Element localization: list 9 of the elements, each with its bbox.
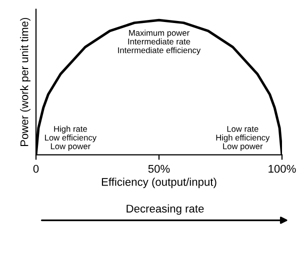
y-axis-title: Power (work per unit time) (20, 18, 30, 146)
annotation: High rate Low efficiency Low power (45, 126, 97, 151)
x-axis-title: Efficiency (output/input) (102, 178, 216, 188)
x-tick-label: 50% (148, 164, 170, 173)
annotation: Low rate High efficiency Low power (216, 126, 270, 151)
text: Decreasing rate (126, 204, 204, 215)
x-tick-label: 100% (268, 164, 296, 173)
annotation: Maximum power Intermediate rate Intermediate efficiency (118, 30, 201, 55)
x-tick-label: 0 (33, 164, 39, 173)
